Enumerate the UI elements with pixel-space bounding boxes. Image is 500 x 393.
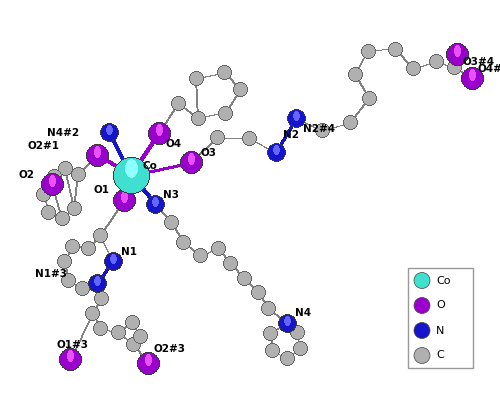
Text: O2#1: O2#1	[28, 141, 60, 151]
Text: O1: O1	[94, 185, 110, 195]
Text: O2#3: O2#3	[154, 344, 186, 354]
Text: N4: N4	[296, 308, 312, 318]
Text: N1: N1	[122, 248, 138, 257]
Circle shape	[414, 323, 430, 338]
Circle shape	[414, 272, 430, 288]
Bar	[408, 268, 473, 368]
Text: O1#3: O1#3	[56, 340, 88, 350]
Text: N3: N3	[164, 191, 180, 200]
Text: Co: Co	[436, 275, 450, 285]
Text: N2#4: N2#4	[303, 124, 335, 134]
Text: O2: O2	[18, 171, 34, 180]
Text: O4#4: O4#4	[478, 64, 500, 74]
Circle shape	[414, 298, 430, 314]
Text: O3#4: O3#4	[462, 57, 494, 67]
Text: O3: O3	[200, 149, 216, 158]
Text: O4: O4	[166, 139, 182, 149]
Text: Co: Co	[142, 162, 157, 171]
Text: O: O	[436, 301, 445, 310]
Circle shape	[414, 347, 430, 364]
Text: N: N	[436, 325, 444, 336]
Text: C: C	[436, 351, 444, 360]
Text: N2: N2	[283, 130, 299, 140]
Text: N1#3: N1#3	[34, 270, 66, 279]
Text: N4#2: N4#2	[46, 128, 78, 138]
